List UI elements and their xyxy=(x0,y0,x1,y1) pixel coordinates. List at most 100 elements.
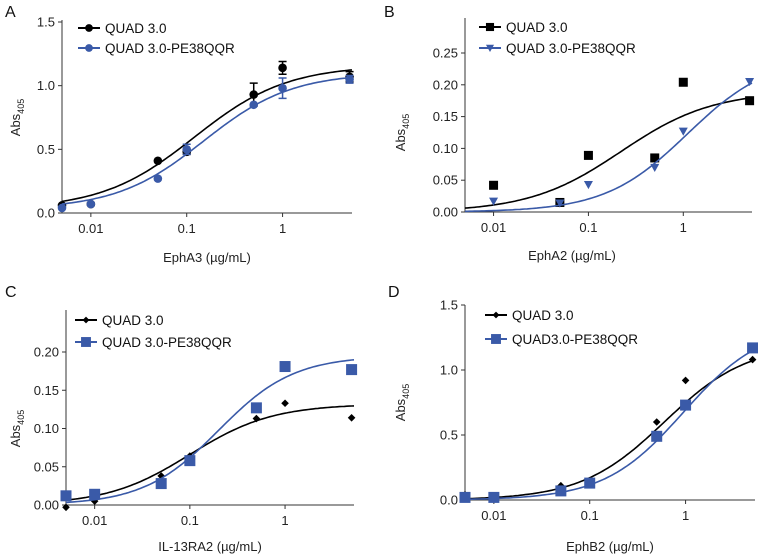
y-tick-label: 0.00 xyxy=(34,498,59,513)
legend-marker xyxy=(81,337,91,347)
data-point xyxy=(278,83,287,93)
legend-label: QUAD3.0-PE38QQR xyxy=(512,332,638,347)
y-tick-label: 0.10 xyxy=(433,141,458,156)
data-point xyxy=(583,150,593,160)
panel-D: D 0.0 0.5 1.0 1.5 0.01 0.1 1 EphB2 (µg/mL) Abs405… xyxy=(388,284,758,554)
legend-item: QUAD 3.0-PE38QQR xyxy=(78,41,235,56)
data-point xyxy=(62,503,70,512)
legend-item: QUAD 3.0 xyxy=(75,313,164,328)
data-point xyxy=(347,413,356,422)
y-tick-label: 1.0 xyxy=(37,78,55,93)
fit-curve xyxy=(65,359,355,504)
x-tick-label: 0.01 xyxy=(78,221,103,236)
x-axis-label: EphB2 (µg/mL) xyxy=(566,539,654,554)
data-point xyxy=(650,153,660,163)
data-point xyxy=(184,455,196,467)
panel-C: C 0.00 0.05 0.10 0.15 0.20 0.01 0.1 1 IL-13RA2 (µ… xyxy=(5,284,358,554)
panel-A: A 0.0 0.5 1.0 1.5 0.01 0.1 1 EphA3 (µg/mL) Abs405… xyxy=(5,4,354,265)
x-axis-label: EphA3 (µg/mL) xyxy=(163,250,251,265)
fit-curve xyxy=(65,405,355,501)
legend-label: QUAD 3.0-PE38QQR xyxy=(506,41,636,56)
y-axis-label: Abs405 xyxy=(8,99,26,136)
data-point xyxy=(459,491,471,503)
fit-curve xyxy=(61,76,353,205)
legend-marker xyxy=(491,334,501,344)
data-point xyxy=(249,90,259,99)
legend-item: QUAD 3.0-PE38QQR xyxy=(75,335,232,350)
panel-B: B 0.00 0.05 0.10 0.15 0.20 0.25 0.01 0.1 1 EphA2 (… xyxy=(384,4,755,263)
series-black xyxy=(461,355,757,502)
data-point xyxy=(278,63,287,73)
x-tick-label: 0.1 xyxy=(579,220,597,235)
data-point xyxy=(86,199,96,209)
data-point xyxy=(157,472,165,480)
fit-curve xyxy=(464,359,756,500)
y-tick-label: 0.20 xyxy=(34,345,59,360)
y-tick-label: 1.5 xyxy=(37,15,55,30)
data-point xyxy=(678,77,688,87)
fit-curve xyxy=(464,96,753,209)
data-point xyxy=(584,477,596,489)
y-axis-label-main: Abs xyxy=(393,128,408,151)
data-point xyxy=(60,490,72,502)
series-blue xyxy=(57,74,354,213)
legend-item: QUAD 3.0-PE38QQR xyxy=(479,41,636,56)
y-axis-label-subscript: 405 xyxy=(401,114,411,129)
fit-curve xyxy=(465,82,753,213)
legend-marker xyxy=(485,44,495,53)
data-point xyxy=(281,399,289,408)
data-point xyxy=(57,203,67,213)
legend-label: QUAD 3.0 xyxy=(105,21,167,36)
data-point xyxy=(652,418,661,426)
x-tick-label: 0.01 xyxy=(481,508,506,523)
data-point xyxy=(155,478,167,490)
data-point xyxy=(250,402,262,414)
legend-item: QUAD 3.0 xyxy=(479,20,568,35)
data-point xyxy=(345,75,354,84)
y-axis-label-subscript: 405 xyxy=(16,410,26,425)
x-tick-label: 0.01 xyxy=(82,513,107,528)
legend-label: QUAD 3.0-PE38QQR xyxy=(105,41,235,56)
x-tick-label: 0.1 xyxy=(581,508,599,523)
legend-label: QUAD 3.0 xyxy=(102,313,164,328)
y-tick-label: 0.05 xyxy=(34,459,59,474)
data-point xyxy=(346,364,358,376)
fit-curve xyxy=(61,69,353,203)
y-tick-label: 0.0 xyxy=(440,493,458,508)
legend-label: QUAD 3.0 xyxy=(512,308,574,323)
y-tick-label: 0.5 xyxy=(37,142,55,157)
data-point xyxy=(745,78,755,87)
y-axis-label: Abs405 xyxy=(393,384,411,421)
x-axis-label: EphA2 (µg/mL) xyxy=(528,248,616,263)
legend-item: QUAD 3.0 xyxy=(485,308,574,323)
data-point xyxy=(555,485,567,497)
panel-letter: A xyxy=(5,4,16,21)
y-axis-label-main: Abs xyxy=(8,113,23,136)
data-point xyxy=(651,430,663,442)
data-point xyxy=(153,174,163,183)
data-point xyxy=(745,96,755,106)
x-tick-label: 0.1 xyxy=(181,513,199,528)
x-axis-label: IL-13RA2 (µg/mL) xyxy=(158,539,262,554)
data-point xyxy=(650,163,660,172)
y-tick-label: 0.0 xyxy=(37,206,55,221)
legend-marker xyxy=(85,24,93,32)
legend-label: QUAD 3.0 xyxy=(506,20,568,35)
data-point xyxy=(153,156,163,166)
y-tick-label: 0.00 xyxy=(433,205,458,220)
y-tick-label: 0.15 xyxy=(433,109,458,124)
series-black xyxy=(464,77,755,209)
y-tick-label: 0.15 xyxy=(34,383,59,398)
x-tick-label: 1 xyxy=(279,221,286,236)
panel-letter: B xyxy=(384,4,395,21)
x-tick-label: 0.01 xyxy=(481,220,506,235)
data-point xyxy=(555,199,565,208)
data-point xyxy=(182,145,192,154)
y-tick-label: 0.25 xyxy=(433,46,458,61)
y-axis-label: Abs405 xyxy=(8,410,26,447)
data-point xyxy=(680,399,692,411)
x-tick-label: 1 xyxy=(682,508,689,523)
y-axis-label-main: Abs xyxy=(8,424,23,447)
legend-item: QUAD3.0-PE38QQR xyxy=(485,332,638,347)
data-point xyxy=(678,127,688,136)
